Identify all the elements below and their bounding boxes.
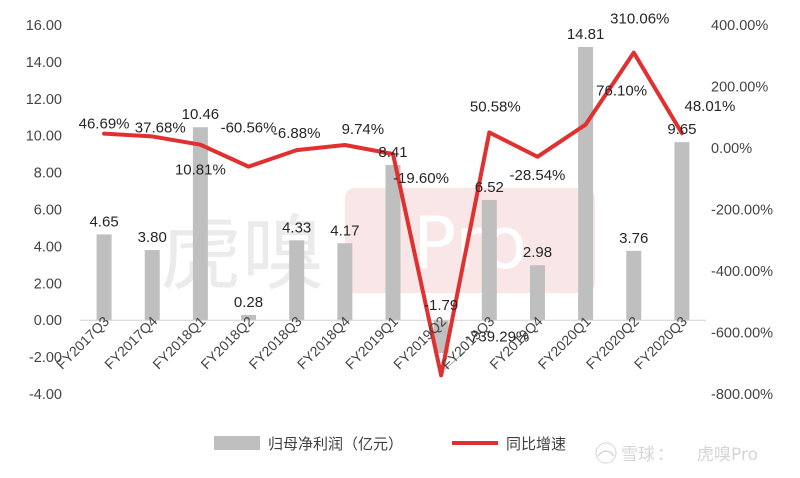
line-point <box>247 165 251 169</box>
line-value-label: -739.29% <box>465 328 529 345</box>
left-axis-tick-label: 2.00 <box>34 276 62 292</box>
bar-value-label: 8.41 <box>378 144 407 161</box>
right-axis-tick-label: -400.00% <box>711 264 773 280</box>
left-axis: -4.00 -2.00 0.00 2.00 4.00 6.00 8.00 10.00 12.00… <box>26 18 62 403</box>
line-point <box>487 130 491 134</box>
category-label: FY2020Q3 <box>631 313 690 372</box>
left-axis-tick-label: 0.00 <box>34 313 62 329</box>
bar <box>433 320 449 354</box>
bar <box>529 265 545 321</box>
snowball-logo-icon <box>594 441 618 465</box>
bar-value-label: 6.52 <box>475 179 504 196</box>
line-value-label: 9.74% <box>342 121 385 138</box>
bar-value-label: 10.46 <box>182 106 220 123</box>
left-axis-tick-label: 4.00 <box>34 239 62 255</box>
bar <box>241 315 257 321</box>
line-point <box>150 134 154 138</box>
line-point <box>439 373 443 377</box>
left-axis-tick-label: 10.00 <box>26 129 62 145</box>
bar-value-label: 4.65 <box>89 213 118 230</box>
bar <box>626 250 642 321</box>
corner-watermark-brand: 雪球 <box>621 445 655 465</box>
category-axis-labels: FY2017Q3FY2017Q4FY2018Q1FY2018Q2FY2018Q3… <box>53 313 690 372</box>
bar-value-label: 2.98 <box>523 244 552 261</box>
left-axis-tick-label: 12.00 <box>26 92 62 108</box>
right-axis: -800.00% -600.00% -400.00% -200.00% 0.00% 200… <box>711 18 773 403</box>
corner-watermark: 雪球 ： 虎嗅Pro <box>594 441 758 465</box>
bar-value-label: 3.76 <box>619 230 648 247</box>
line-value-label: -6.88% <box>273 125 321 142</box>
line-value-label: 76.10% <box>596 83 647 100</box>
line-point <box>343 143 347 147</box>
bar-value-label: 9.65 <box>667 121 696 138</box>
bar <box>96 234 112 321</box>
line-point <box>391 152 395 156</box>
left-axis-tick-label: 14.00 <box>26 55 62 71</box>
bar-series <box>96 46 690 354</box>
line-value-labels: 46.69% 37.68% 10.81% -60.56%-6.88% 9.74% -19.… <box>79 11 735 370</box>
bar <box>385 165 401 321</box>
line-value-label: -60.56% <box>221 120 277 137</box>
right-axis-tick-label: -200.00% <box>711 203 773 219</box>
legend: 归母净利润（亿元） 同比增速 <box>214 435 566 453</box>
line-point <box>584 123 588 127</box>
line-value-label: 310.06% <box>610 11 669 28</box>
line-value-label: 46.69% <box>79 116 130 133</box>
bar <box>337 243 353 321</box>
right-axis-tick-label: -600.00% <box>711 326 773 342</box>
bar <box>578 46 594 321</box>
line-point <box>632 51 636 55</box>
left-axis-tick-label: 6.00 <box>34 203 62 219</box>
line-point <box>680 131 684 135</box>
line-series <box>102 50 684 378</box>
right-axis-tick-label: 0.00% <box>711 141 752 157</box>
corner-watermark-name: 虎嗅Pro <box>697 445 758 465</box>
right-axis-tick-label: 200.00% <box>711 80 768 96</box>
bar-value-labels: 4.65 3.80 10.46 0.28 4.33 4.17 8.41 -1.79 6.52 2.… <box>89 26 696 314</box>
right-axis-tick-label: -800.00% <box>711 387 773 403</box>
bar <box>481 199 497 321</box>
bar-value-label: -1.79 <box>424 297 458 314</box>
bar-value-label: 4.17 <box>330 222 359 239</box>
line-value-label: 50.58% <box>470 98 521 115</box>
line-point <box>535 155 539 159</box>
bar <box>289 240 305 321</box>
line-point <box>102 132 106 136</box>
legend-line-label: 同比增速 <box>506 435 566 453</box>
bar <box>144 250 160 321</box>
bar <box>674 142 690 321</box>
right-axis-tick-label: 400.00% <box>711 18 768 34</box>
bar-value-label: 3.80 <box>138 229 167 246</box>
bar-value-label: 14.81 <box>567 26 605 43</box>
line-value-label: -19.60% <box>393 170 449 187</box>
left-axis-tick-label: 16.00 <box>26 18 62 34</box>
line-value-label: -28.54% <box>510 167 566 184</box>
bar-value-label: 0.28 <box>234 294 263 311</box>
line-value-label: 48.01% <box>684 98 735 115</box>
bar <box>192 127 208 321</box>
line-point <box>198 143 202 147</box>
legend-bar-label: 归母净利润（亿元） <box>268 435 403 453</box>
line-point <box>295 148 299 152</box>
left-axis-tick-label: -2.00 <box>29 350 62 366</box>
bar-value-label: 4.33 <box>282 219 311 236</box>
corner-watermark-separator: ： <box>657 445 674 465</box>
legend-bar-swatch <box>214 436 260 450</box>
line-value-label: 10.81% <box>175 162 226 179</box>
label-leader-line <box>444 346 470 370</box>
left-axis-tick-label: -4.00 <box>29 387 62 403</box>
left-axis-tick-label: 8.00 <box>34 166 62 182</box>
center-watermark-latin: Pro <box>413 201 527 285</box>
line-value-label: 37.68% <box>135 119 186 136</box>
